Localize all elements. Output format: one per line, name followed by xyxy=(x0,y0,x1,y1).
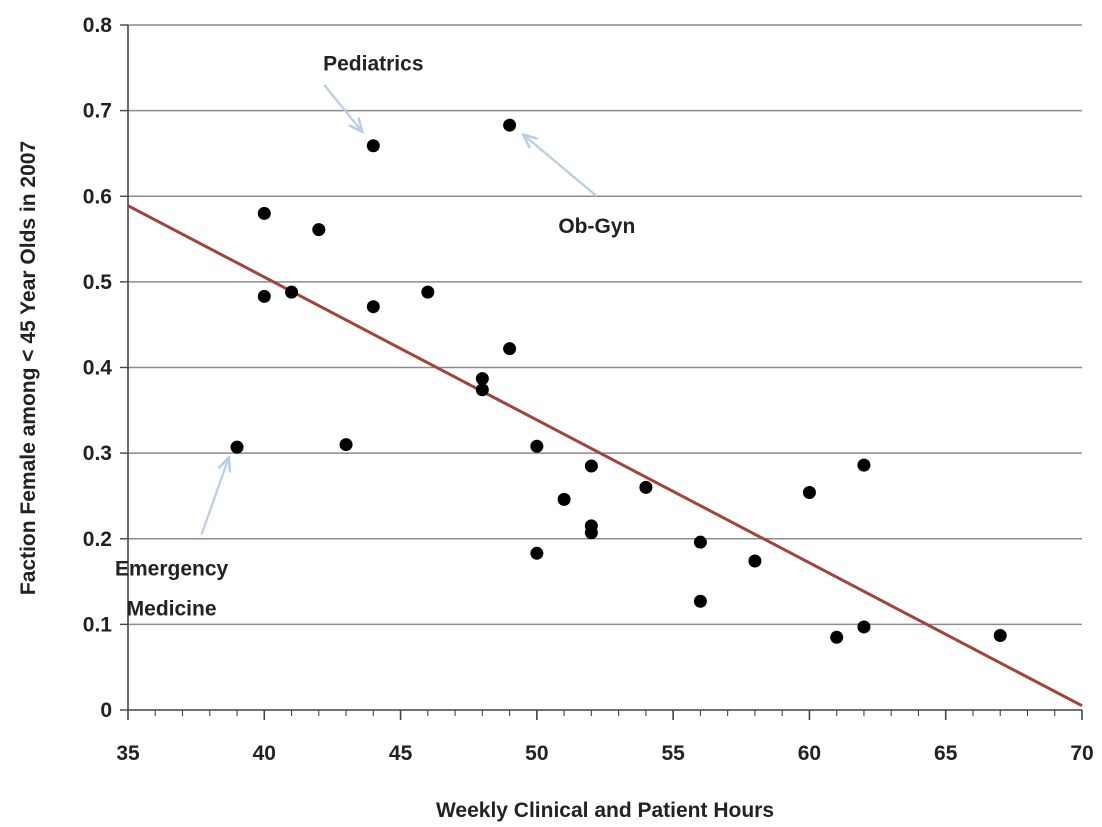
x-tick-label: 35 xyxy=(116,742,140,765)
axes: 0 0.1 0.2 0.3 0.4 0.5 0.6 0.7 0.8 35 40 45 50 55 60 65 7… xyxy=(83,14,1094,765)
ob-gyn-label: Ob-Gyn xyxy=(558,215,635,238)
data-point xyxy=(993,629,1007,643)
data-point xyxy=(503,118,517,132)
trendline-layer xyxy=(127,204,1083,708)
data-point xyxy=(230,440,244,454)
y-tick-label: 0.3 xyxy=(83,442,112,465)
data-point xyxy=(639,480,653,494)
data-point xyxy=(339,438,353,452)
data-point xyxy=(584,459,598,473)
y-tick-label: 0.1 xyxy=(83,613,113,636)
data-point xyxy=(857,620,871,634)
data-point xyxy=(830,630,844,644)
data-point xyxy=(366,139,380,153)
data-point xyxy=(257,206,271,220)
x-tick-label: 70 xyxy=(1070,742,1093,765)
data-point xyxy=(857,458,871,472)
emergency-medicine-label: Medicine xyxy=(127,598,217,621)
x-tick-label: 50 xyxy=(525,742,548,765)
data-point xyxy=(475,383,489,397)
y-tick-label: 0.5 xyxy=(83,271,113,294)
data-point xyxy=(257,289,271,303)
emergency-medicine-label: Emergency xyxy=(115,558,229,581)
data-point xyxy=(503,342,517,356)
pediatrics-label: Pediatrics xyxy=(323,53,423,76)
x-tick-label: 40 xyxy=(253,742,276,765)
x-axis-label: Weekly Clinical and Patient Hours xyxy=(436,799,774,822)
y-tick-label: 0.7 xyxy=(83,100,112,123)
data-point xyxy=(693,535,707,549)
data-point xyxy=(421,285,435,299)
data-point xyxy=(366,300,380,314)
x-tick-label: 55 xyxy=(661,742,685,765)
y-tick-label: 0.2 xyxy=(83,528,112,551)
x-tick-label: 60 xyxy=(798,742,821,765)
x-tick-label: 65 xyxy=(934,742,958,765)
data-point xyxy=(530,439,544,453)
annotations: Pediatrics Ob-Gyn Emergency Medicine xyxy=(115,53,635,621)
trendline xyxy=(127,204,1083,708)
y-axis-label: Faction Female among < 45 Year Olds in 2… xyxy=(17,141,40,595)
y-tick-label: 0.4 xyxy=(83,357,113,380)
data-point xyxy=(475,372,489,386)
data-point xyxy=(693,594,707,608)
data-point xyxy=(802,486,816,500)
emergency-medicine-arrow xyxy=(200,457,229,535)
pediatrics-arrow xyxy=(323,84,362,132)
data-point xyxy=(748,554,762,568)
y-tick-label: 0.6 xyxy=(83,185,112,208)
y-tick-label: 0 xyxy=(100,699,112,722)
data-point xyxy=(312,223,326,237)
y-tick-label: 0.8 xyxy=(83,14,113,37)
data-point xyxy=(584,526,598,540)
ob-gyn-arrow xyxy=(523,135,598,198)
x-tick-label: 45 xyxy=(389,742,413,765)
data-point xyxy=(285,285,299,299)
data-point xyxy=(557,492,571,506)
data-point xyxy=(530,546,544,560)
gridlines xyxy=(128,24,1082,626)
data-points xyxy=(230,118,1007,644)
